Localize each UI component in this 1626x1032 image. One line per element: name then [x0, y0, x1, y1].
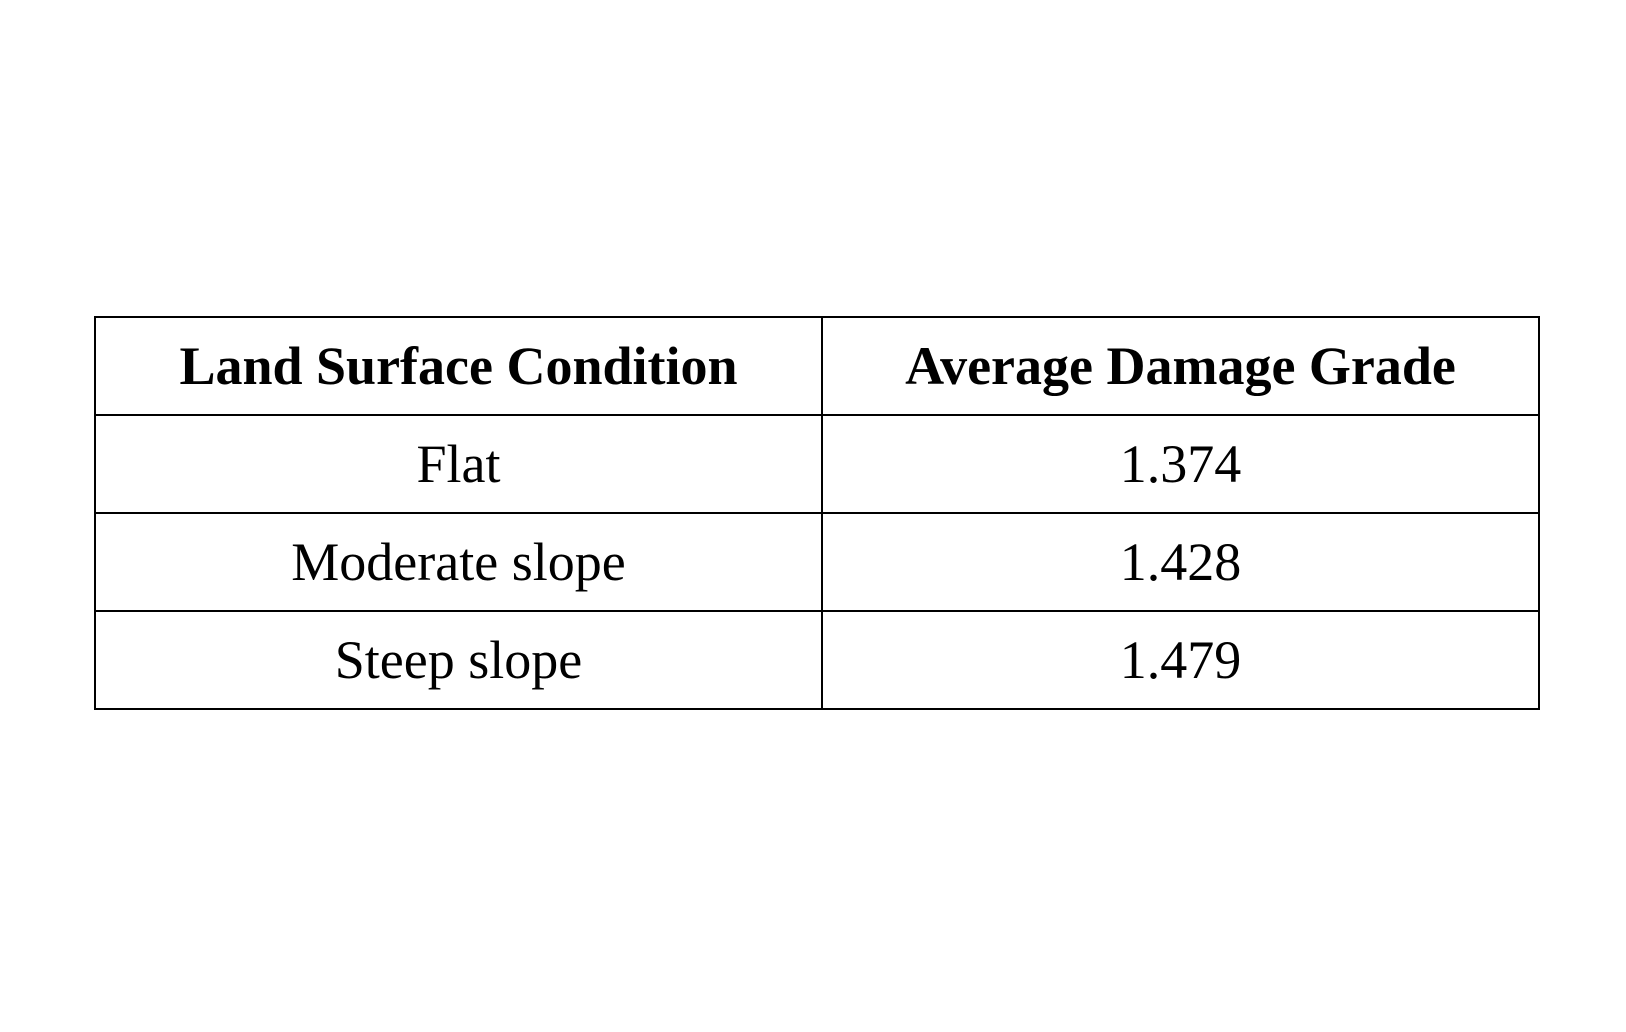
header-land-surface-condition: Land Surface Condition — [94, 316, 823, 416]
table-row: Moderate slope 1.428 — [94, 512, 1540, 612]
table-header: Land Surface Condition Average Damage Gr… — [94, 316, 1540, 416]
cell-damage-grade: 1.479 — [821, 610, 1540, 710]
cell-condition: Flat — [94, 414, 823, 514]
data-table: Land Surface Condition Average Damage Gr… — [94, 316, 1540, 710]
cell-damage-grade: 1.374 — [821, 414, 1540, 514]
cell-condition: Moderate slope — [94, 512, 823, 612]
cell-condition: Steep slope — [94, 610, 823, 710]
header-row: Land Surface Condition Average Damage Gr… — [94, 316, 1540, 416]
cell-damage-grade: 1.428 — [821, 512, 1540, 612]
table-row: Flat 1.374 — [94, 414, 1540, 514]
table-body: Flat 1.374 Moderate slope 1.428 Steep sl… — [94, 414, 1540, 710]
header-average-damage-grade: Average Damage Grade — [821, 316, 1540, 416]
table-row: Steep slope 1.479 — [94, 610, 1540, 710]
